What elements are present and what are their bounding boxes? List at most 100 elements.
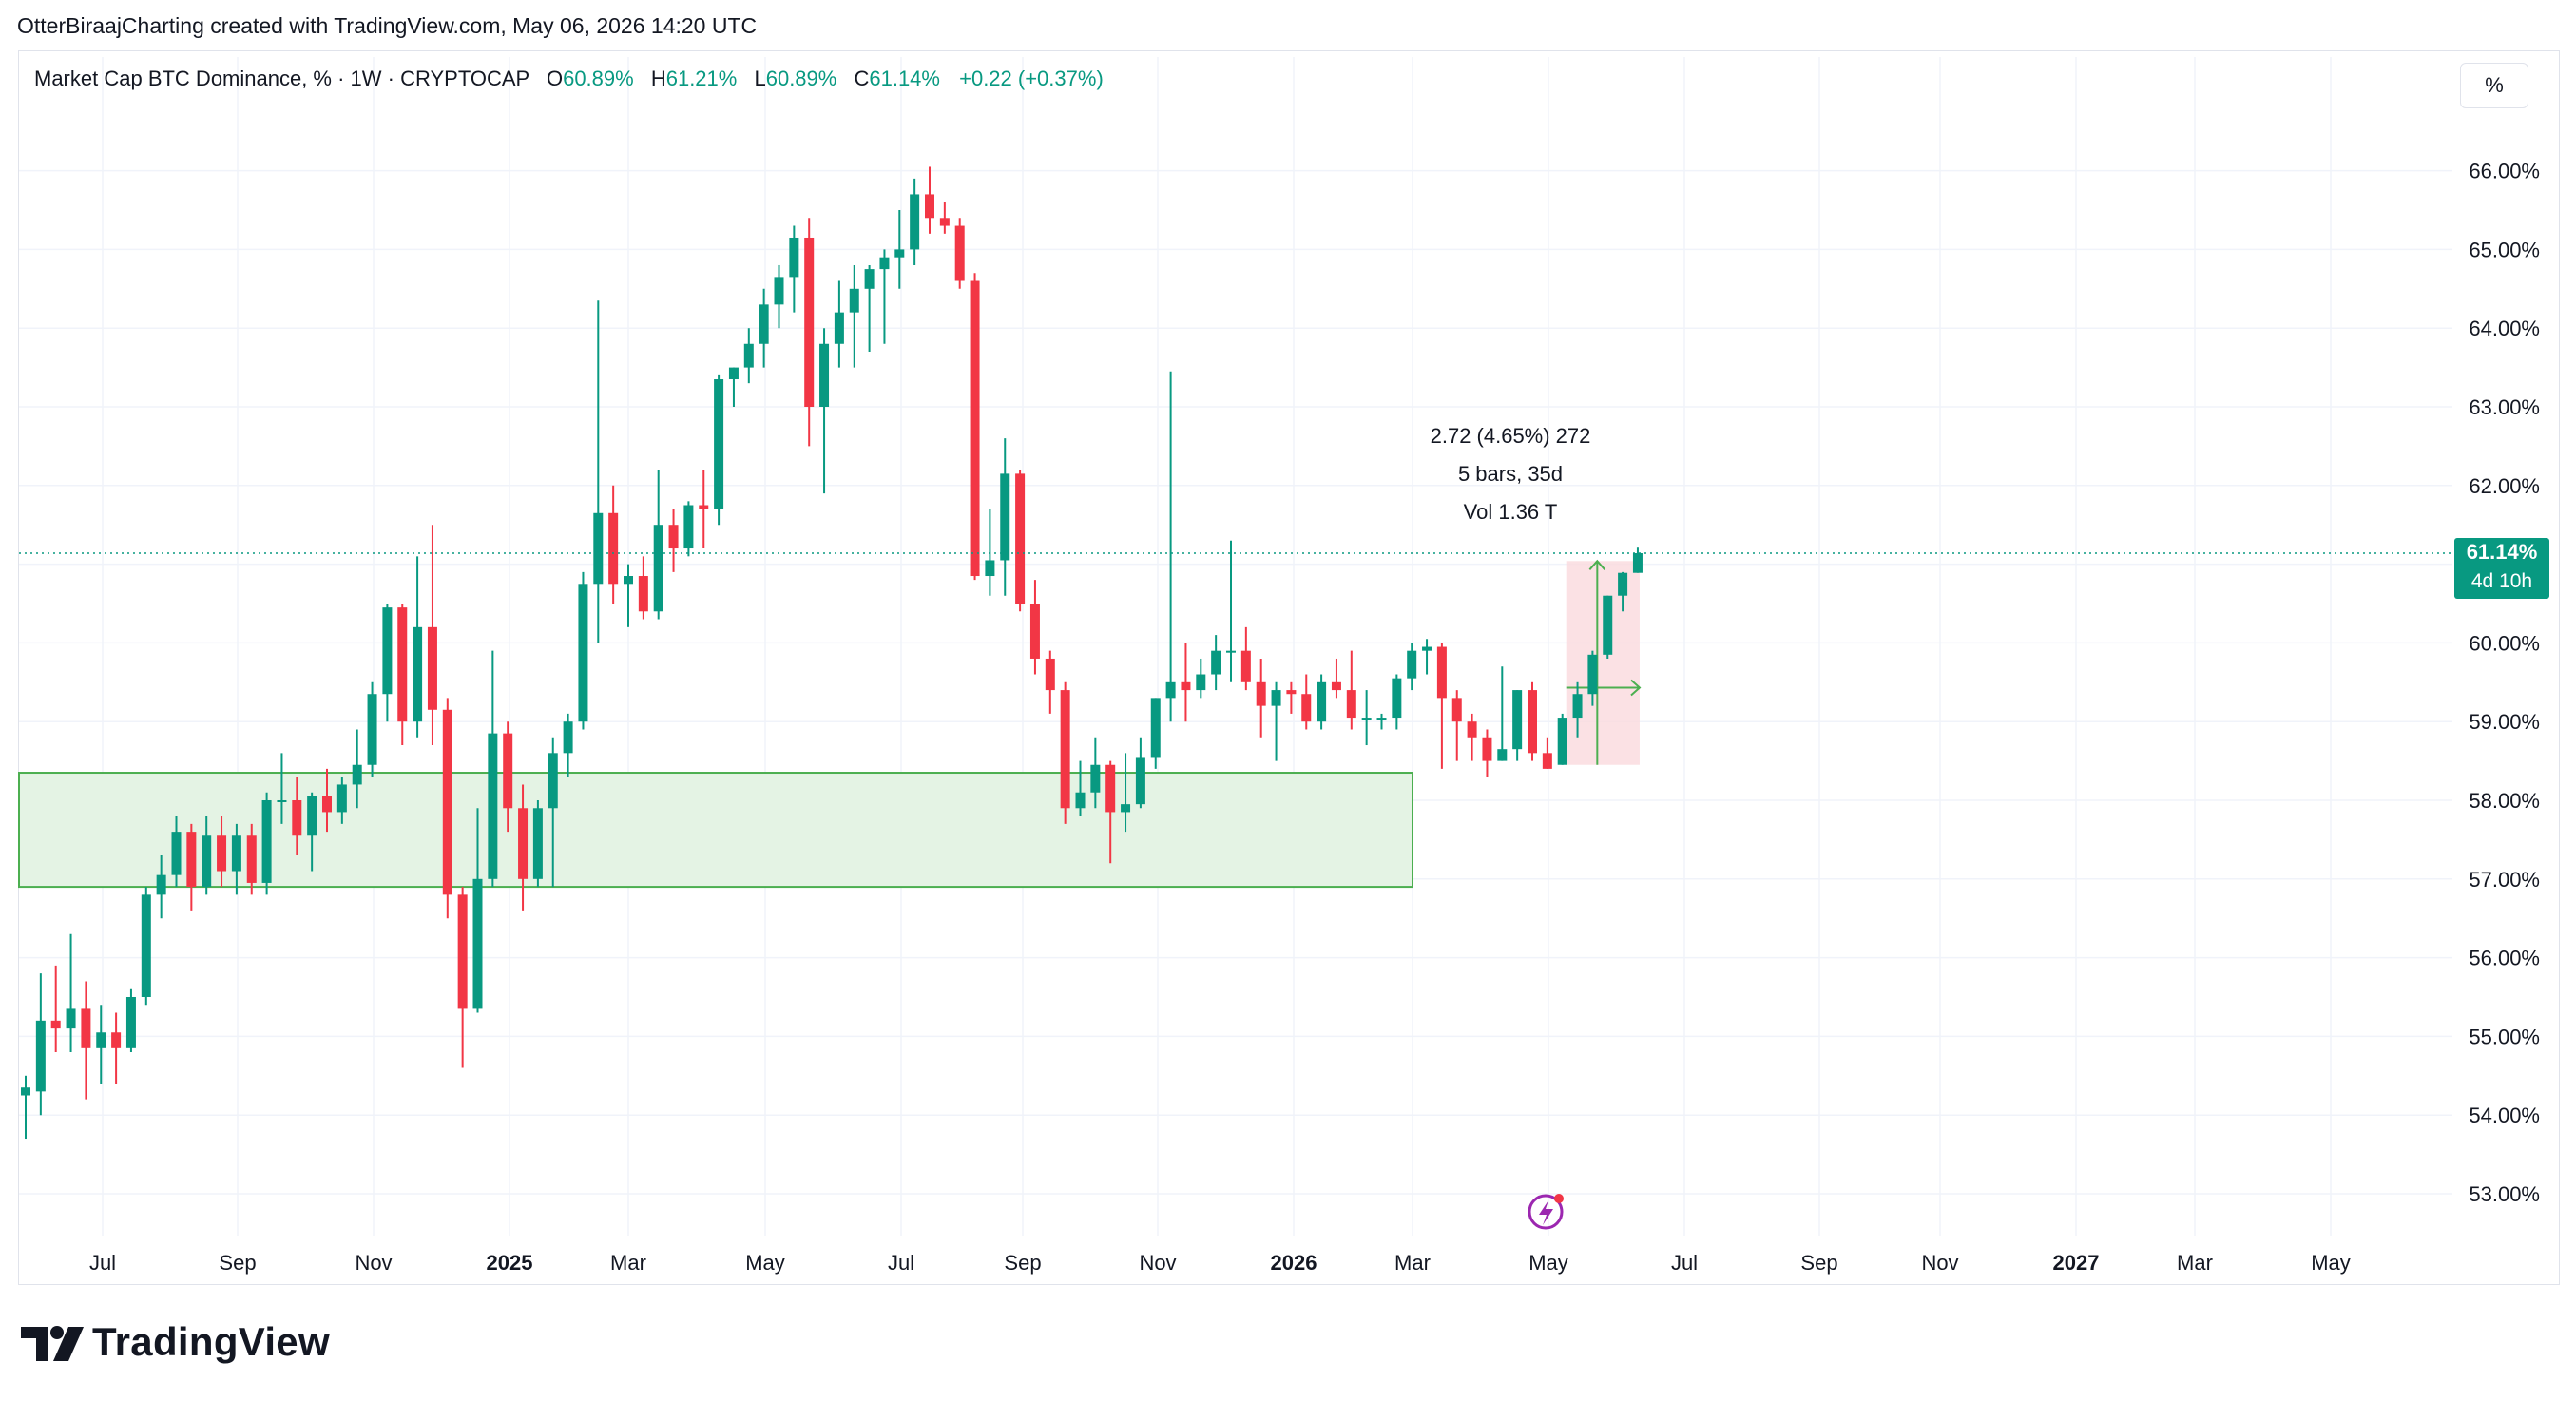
- candle-body: [1572, 694, 1583, 719]
- candle-body: [1135, 757, 1145, 805]
- candle: [1181, 643, 1191, 722]
- candle: [743, 328, 754, 384]
- legend-close: 61.14%: [869, 67, 940, 90]
- chart-pane[interactable]: [18, 50, 2560, 1285]
- candle-body: [849, 288, 859, 313]
- candle-body: [277, 800, 287, 802]
- candle: [1587, 650, 1598, 706]
- measure-arrow-right: [1630, 679, 1642, 697]
- candle: [427, 525, 437, 746]
- candle: [804, 218, 815, 447]
- candle: [1422, 639, 1432, 675]
- lightning-icon[interactable]: [1528, 1194, 1564, 1230]
- candle-body: [231, 835, 241, 872]
- x-tick-label: Jul: [1671, 1251, 1698, 1275]
- support-zone-rect: [18, 772, 1413, 889]
- x-tick-label: May: [1528, 1251, 1568, 1275]
- candle-body: [1392, 678, 1402, 719]
- candle-body: [442, 709, 452, 895]
- candle-body: [1512, 690, 1523, 750]
- candle-body: [714, 379, 724, 509]
- candle: [668, 509, 679, 572]
- candle-body: [789, 237, 799, 278]
- candle-body: [66, 1008, 76, 1029]
- candle: [1376, 713, 1387, 730]
- candle-body: [50, 1020, 61, 1029]
- last-price-tag: 61.14% 4d 10h: [2454, 538, 2549, 600]
- candle-body: [1407, 650, 1417, 679]
- candle: [970, 273, 980, 581]
- candles: [21, 166, 1643, 1140]
- candle-body: [653, 525, 663, 612]
- candle: [563, 713, 573, 777]
- candle-body: [125, 997, 136, 1048]
- candle: [1165, 371, 1176, 722]
- candle: [1301, 674, 1312, 730]
- candle: [1240, 626, 1251, 691]
- brand-name: TradingView: [92, 1319, 330, 1364]
- candle: [1482, 729, 1492, 777]
- x-tick-label: 2027: [2053, 1251, 2100, 1275]
- candle-body: [804, 237, 815, 407]
- candle: [1105, 760, 1116, 864]
- candle-body: [1361, 718, 1372, 720]
- candle-body: [1557, 718, 1567, 765]
- candle: [1196, 658, 1206, 699]
- candle: [1256, 658, 1266, 738]
- price-tag[interactable]: 61.14% 4d 10h: [2454, 538, 2549, 600]
- candle-body: [96, 1032, 106, 1048]
- candle: [1436, 643, 1447, 769]
- candle: [864, 264, 875, 353]
- candle-body: [352, 764, 362, 785]
- candle-body: [532, 808, 543, 879]
- candle-body: [1618, 572, 1628, 596]
- candle-body: [186, 832, 197, 888]
- candle: [774, 264, 784, 329]
- y-tick-label: 56.00%: [2469, 947, 2540, 970]
- x-tick-label: Sep: [1004, 1251, 1041, 1275]
- candle-body: [743, 343, 754, 368]
- candle-body: [1000, 473, 1010, 561]
- candle-body: [35, 1020, 46, 1092]
- candle: [246, 823, 257, 895]
- candle-body: [171, 832, 182, 875]
- candle: [608, 485, 619, 604]
- candle: [457, 887, 468, 1068]
- x-tick-label: Sep: [1800, 1251, 1837, 1275]
- candle-body: [322, 796, 332, 813]
- candle-body: [1346, 690, 1356, 719]
- measure-change-label: 2.72 (4.65%) 272: [1431, 424, 1591, 448]
- candle: [1211, 635, 1221, 691]
- percent-scale-button[interactable]: %: [2460, 63, 2528, 108]
- candle: [1542, 737, 1552, 769]
- time-axis: Jul Sep Nov 2025 Mar May Jul Sep Nov 2026 Mar May Ju…: [89, 1251, 2351, 1275]
- candle-body: [1587, 654, 1598, 695]
- candle: [548, 737, 558, 888]
- candle: [1090, 737, 1101, 809]
- candle: [81, 981, 91, 1100]
- candle: [352, 729, 362, 809]
- x-tick-label: Jul: [89, 1251, 116, 1275]
- candle: [1000, 438, 1010, 596]
- candle: [728, 367, 739, 407]
- candle-body: [1181, 681, 1191, 691]
- measure-tool: 2.72 (4.65%) 272 5 bars, 35d Vol 1.36 T: [1431, 424, 1642, 765]
- y-tick-label: 62.00%: [2469, 474, 2540, 498]
- x-tick-label: May: [745, 1251, 785, 1275]
- candle: [759, 288, 769, 368]
- candle-body: [156, 874, 166, 895]
- candle: [910, 178, 920, 265]
- candle: [593, 300, 604, 643]
- legend-symbol: Market Cap BTC Dominance, % · 1W · CRYPT…: [34, 67, 529, 90]
- candle-body: [774, 277, 784, 305]
- y-tick-label: 65.00%: [2469, 238, 2540, 261]
- candle: [1528, 681, 1537, 761]
- candle-body: [488, 733, 498, 879]
- candle: [322, 768, 332, 833]
- candle-body: [759, 304, 769, 344]
- candle-body: [1436, 646, 1447, 699]
- candle: [503, 721, 513, 833]
- candle-body: [21, 1087, 30, 1096]
- candle: [50, 965, 61, 1052]
